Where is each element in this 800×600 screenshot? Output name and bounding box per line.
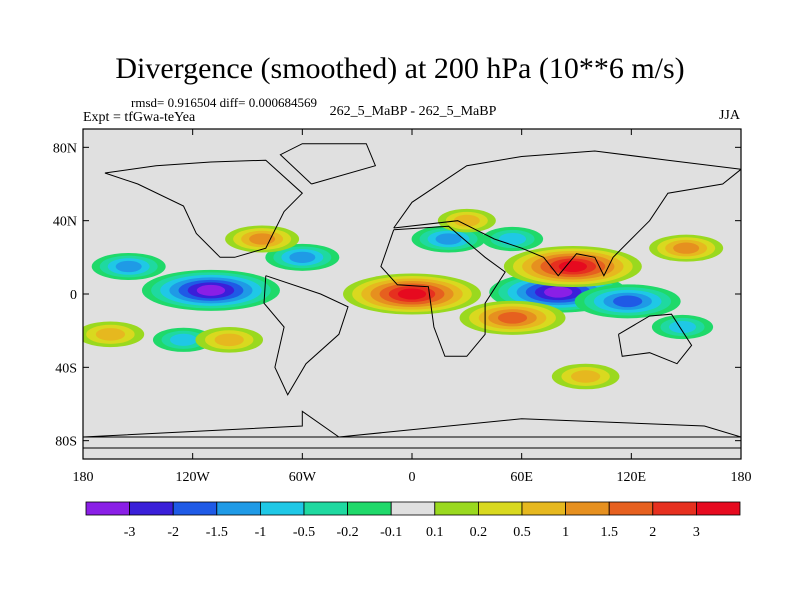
- contour-pos-12-level-3: [249, 233, 276, 245]
- colorbar-label-12: 2: [649, 525, 656, 540]
- coastline-3: [263, 275, 349, 396]
- contour-neg-1-level-6: [544, 286, 573, 298]
- contour-neg-6-level-2: [169, 333, 198, 346]
- coastline-6: [83, 410, 741, 438]
- contour-pos-11-level-4: [497, 312, 528, 324]
- colorbar-label-13: 3: [693, 525, 700, 540]
- colorbar-swatch-7: [390, 501, 436, 516]
- colorbar-label-1: -2: [167, 525, 179, 540]
- contour-neg-7-level-2: [668, 320, 697, 334]
- x-tick-label-6: 180: [731, 470, 752, 485]
- season-label: JJA: [718, 108, 740, 123]
- colorbar-swatch-6: [347, 501, 392, 516]
- y-tick-label-1: 40N: [53, 215, 77, 230]
- x-tick-label-2: 60W: [289, 470, 317, 485]
- x-tick-label-5: 120E: [617, 470, 647, 485]
- x-tick-label-0: 180: [73, 470, 94, 485]
- y-tick-label-4: 80S: [55, 435, 77, 450]
- colorbar-swatch-13: [652, 501, 697, 516]
- colorbar-label-4: -0.5: [293, 525, 315, 540]
- colorbar-label-2: -1.5: [206, 525, 228, 540]
- colorbar-label-9: 0.5: [513, 525, 531, 540]
- colorbar-swatch-8: [434, 501, 479, 516]
- chart-title: Divergence (smoothed) at 200 hPa (10**6 …: [115, 52, 685, 85]
- y-tick-label-0: 80N: [53, 141, 77, 156]
- coastline-5: [279, 143, 377, 185]
- contour-neg-0-level-6: [196, 284, 226, 296]
- colorbar-label-0: -3: [124, 525, 136, 540]
- colorbar-swatch-2: [172, 501, 218, 516]
- contour-pos-15-level-2: [95, 328, 126, 341]
- colorbar: -3 -2 -1.5 -1 -0.5 -0.2 -0.1 0.1 0.2 0.5 1 1.5 2 3: [85, 501, 741, 540]
- contour-neg-8-level-2: [498, 232, 527, 246]
- colorbar-swatch-12: [608, 501, 654, 516]
- coastline-1: [393, 150, 741, 277]
- coastline-2: [104, 159, 304, 258]
- colorbar-swatch-5: [303, 501, 348, 516]
- colorbar-swatch-14: [696, 501, 741, 516]
- colorbar-swatch-1: [129, 501, 174, 516]
- contour-neg-3-level-3: [289, 251, 316, 263]
- colorbar-label-7: 0.1: [426, 525, 444, 540]
- contour-pos-14-level-2: [214, 333, 244, 347]
- colorbar-swatch-4: [259, 501, 305, 516]
- colorbar-label-10: 1: [562, 525, 569, 540]
- colorbar-swatch-10: [521, 501, 566, 516]
- rmsd-label: rmsd= 0.916504 diff= 0.000684569: [131, 95, 317, 110]
- contour-pos-17-level-2: [453, 214, 480, 227]
- comparison-label: 262_5_MaBP - 262_5_MaBP: [329, 104, 497, 119]
- colorbar-swatch-0: [85, 501, 130, 516]
- contour-pos-13-level-3: [673, 242, 700, 254]
- colorbar-label-6: -0.1: [380, 525, 402, 540]
- colorbar-swatch-3: [216, 501, 261, 516]
- contour-field: [83, 129, 741, 459]
- continent-outlines: [83, 143, 741, 449]
- colorbar-label-5: -0.2: [337, 525, 359, 540]
- contour-neg-4-level-3: [435, 233, 462, 245]
- colorbar-swatch-11: [565, 501, 610, 516]
- contour-neg-5-level-3: [115, 260, 142, 273]
- contour-pos-10-level-6: [558, 261, 587, 272]
- coastline-4: [618, 313, 693, 365]
- contour-neg-2-level-4: [613, 295, 643, 308]
- y-tick-label-3: 40S: [55, 361, 77, 376]
- x-tick-label-3: 0: [409, 470, 416, 485]
- colorbar-label-11: 1.5: [600, 525, 618, 540]
- axes: 180 120W 60W 0 60E 120E 180 80N 40N 0 40S 80S: [53, 129, 752, 485]
- contour-pos-9-level-6: [397, 288, 427, 300]
- x-tick-label-4: 60E: [510, 470, 533, 485]
- contour-pos-16-level-2: [571, 370, 601, 383]
- coastline-0: [380, 225, 506, 357]
- experiment-label: Expt = tfGwa-teYea: [83, 110, 196, 125]
- x-tick-label-1: 120W: [176, 470, 211, 485]
- colorbar-label-8: 0.2: [470, 525, 488, 540]
- y-tick-label-2: 0: [70, 288, 77, 303]
- colorbar-label-3: -1: [255, 525, 267, 540]
- colorbar-swatch-9: [477, 501, 523, 516]
